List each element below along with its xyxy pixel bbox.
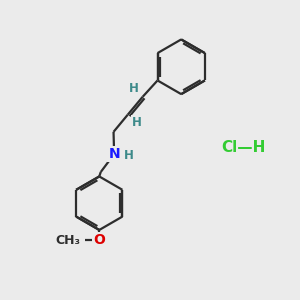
Text: H: H (129, 82, 139, 95)
Text: Cl—H: Cl—H (221, 140, 266, 154)
Text: N: N (108, 147, 120, 161)
Text: H: H (124, 149, 133, 162)
Text: H: H (132, 116, 142, 129)
Text: O: O (93, 233, 105, 248)
Text: CH₃: CH₃ (55, 234, 80, 247)
